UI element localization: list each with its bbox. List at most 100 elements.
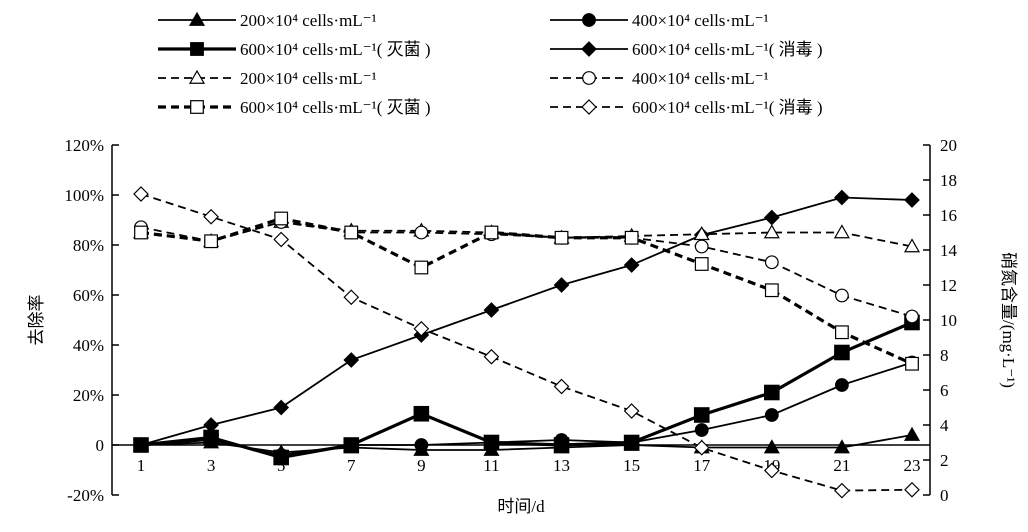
- diamond-marker: [343, 289, 360, 306]
- square-marker: [343, 437, 360, 453]
- legend-label: 200×10⁴ cells·mL⁻¹: [240, 11, 377, 30]
- square-marker: [274, 211, 289, 226]
- legend-item: 600×10⁴ cells·mL⁻¹( 灭菌 ): [158, 40, 431, 59]
- legend-label: 600×10⁴ cells·mL⁻¹( 消毒 ): [632, 40, 823, 59]
- legend-item: 600×10⁴ cells·mL⁻¹( 消毒 ): [550, 40, 823, 59]
- right-tick-label: 2: [940, 451, 949, 470]
- legend-label: 200×10⁴ cells·mL⁻¹: [240, 69, 377, 88]
- x-axis-label: 时间/d: [497, 497, 545, 516]
- plot-area: [132, 186, 921, 499]
- legend-label: 600×10⁴ cells·mL⁻¹( 灭菌 ): [240, 98, 431, 117]
- circle-marker: [905, 309, 919, 324]
- left-tick-label: 60%: [73, 286, 104, 305]
- diamond-marker: [763, 462, 780, 479]
- legend-item: 600×10⁴ cells·mL⁻¹( 消毒 ): [550, 98, 823, 117]
- circle-marker: [414, 225, 429, 240]
- x-tick-label: 5: [277, 456, 286, 475]
- legend: 200×10⁴ cells·mL⁻¹ 400×10⁴ cells·mL⁻¹ 600×…: [158, 11, 823, 117]
- series-2: [133, 314, 920, 466]
- left-tick-label: 40%: [73, 336, 104, 355]
- square-marker: [623, 434, 640, 451]
- right-tick-label: 10: [940, 311, 957, 330]
- x-tick-label: 15: [623, 456, 640, 475]
- triangle-marker: [833, 439, 850, 454]
- diamond-marker: [273, 399, 290, 416]
- diamond-marker: [483, 348, 500, 365]
- diamond-marker: [834, 189, 850, 206]
- diamond-marker: [581, 41, 597, 57]
- circle-marker: [764, 408, 779, 422]
- right-tick-label: 0: [940, 486, 949, 505]
- x-tick-label: 1: [137, 456, 146, 475]
- right-tick-label: 14: [940, 241, 958, 260]
- diamond-marker: [693, 439, 710, 456]
- right-tick-label: 8: [940, 346, 949, 365]
- left-tick-label: 120%: [64, 136, 104, 155]
- right-tick-label: 12: [940, 276, 957, 295]
- circle-marker: [835, 288, 849, 303]
- legend-item: 400×10⁴ cells·mL⁻¹: [550, 11, 769, 30]
- square-marker: [694, 257, 709, 271]
- square-marker: [414, 260, 429, 275]
- x-tick-label: 9: [417, 456, 426, 475]
- square-marker: [624, 230, 639, 245]
- series-line: [140, 216, 913, 366]
- right-tick-label: 6: [940, 381, 949, 400]
- series-line: [140, 196, 913, 446]
- triangle-marker: [693, 226, 710, 241]
- square-marker: [204, 234, 218, 249]
- square-marker: [554, 230, 569, 245]
- square-marker: [134, 225, 148, 240]
- left-tick-label: 20%: [73, 386, 104, 405]
- legend-label: 600×10⁴ cells·mL⁻¹( 灭菌 ): [240, 40, 431, 59]
- triangle-marker: [763, 439, 780, 454]
- right-axis-label: 硝氮含量/(mg·L⁻¹): [999, 252, 1018, 388]
- square-marker: [834, 344, 850, 361]
- legend-item: 600×10⁴ cells·mL⁻¹( 灭菌 ): [158, 98, 431, 117]
- series-7: [133, 186, 920, 499]
- diamond-marker: [553, 277, 570, 293]
- left-tick-label: 0: [96, 436, 105, 455]
- left-tick-label: -20%: [67, 486, 104, 505]
- diamond-marker: [904, 192, 920, 208]
- triangle-marker: [188, 11, 206, 26]
- square-marker: [553, 437, 570, 453]
- legend-label: 400×10⁴ cells·mL⁻¹: [632, 11, 769, 30]
- circle-marker: [582, 71, 596, 85]
- diamond-marker: [623, 403, 640, 419]
- x-tick-label: 3: [207, 456, 216, 475]
- left-tick-label: 80%: [73, 236, 104, 255]
- square-marker: [344, 225, 359, 240]
- legend-item: 200×10⁴ cells·mL⁻¹: [158, 69, 377, 88]
- triangle-marker: [763, 224, 780, 239]
- axes: -20% 0 20% 40% 60% 80% 100% 120% 0 2 4 6 8 10 12 14 16 18…: [64, 136, 957, 505]
- square-marker: [764, 384, 780, 401]
- diamond-marker: [203, 417, 219, 433]
- series-line: [140, 321, 913, 460]
- x-tick-label: 17: [693, 456, 711, 475]
- series-4: [132, 213, 921, 253]
- square-marker: [273, 449, 289, 466]
- left-axis-label: 去除率: [27, 295, 46, 346]
- circle-marker: [764, 255, 779, 270]
- legend-item: 400×10⁴ cells·mL⁻¹: [550, 69, 769, 88]
- square-marker: [693, 407, 710, 423]
- diamond-marker: [413, 320, 430, 337]
- diamond-marker: [553, 378, 570, 395]
- diamond-marker: [273, 231, 290, 248]
- series-6: [134, 211, 919, 371]
- x-tick-label: 21: [833, 456, 850, 475]
- circle-marker: [694, 239, 709, 254]
- series-line: [140, 361, 913, 456]
- series-line: [140, 434, 913, 454]
- diamond-marker: [483, 302, 500, 318]
- right-tick-label: 18: [940, 171, 957, 190]
- diamond-marker: [133, 437, 149, 453]
- square-marker: [413, 405, 430, 422]
- right-tick-label: 16: [940, 206, 957, 225]
- triangle-marker: [188, 69, 206, 84]
- legend-label: 600×10⁴ cells·mL⁻¹( 消毒 ): [632, 98, 823, 117]
- square-marker: [764, 283, 779, 298]
- diamond-marker: [203, 208, 219, 225]
